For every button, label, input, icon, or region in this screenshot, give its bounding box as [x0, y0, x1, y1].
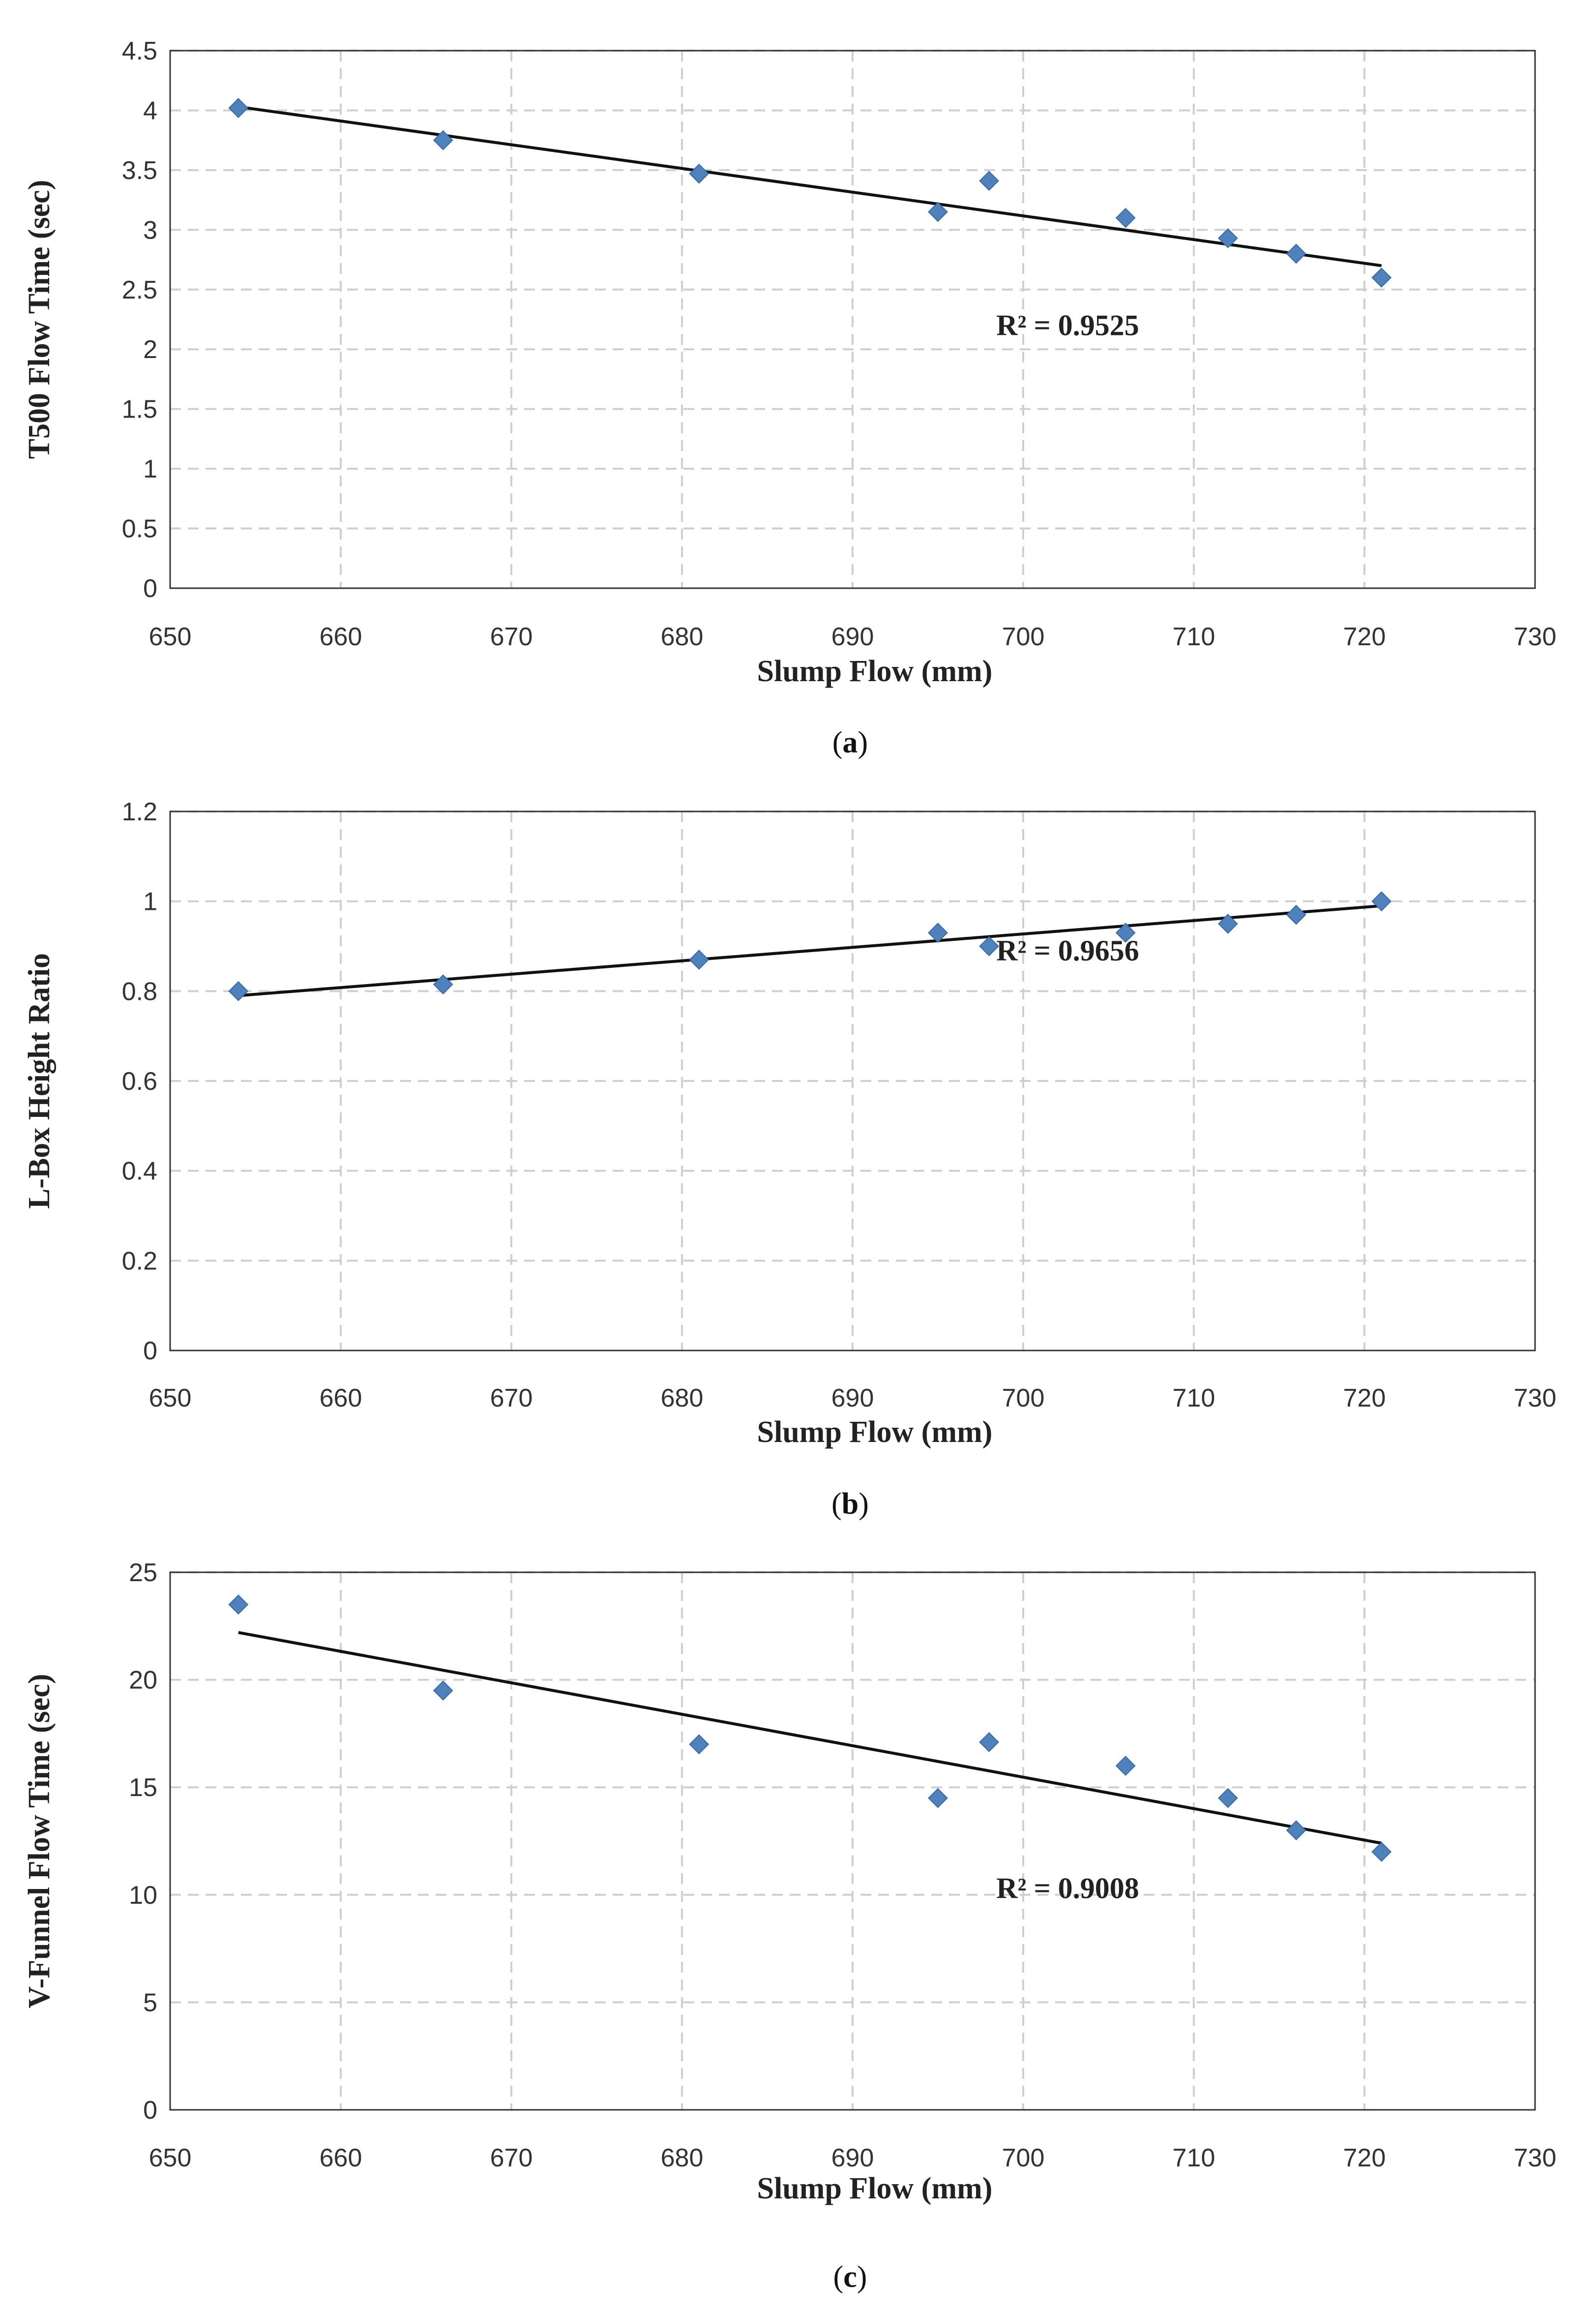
r-squared-label: R² = 0.9656 [996, 934, 1139, 967]
plot-area [169, 50, 1536, 589]
trendline [238, 105, 1382, 268]
trendline [238, 1631, 1382, 1845]
x-tick-label: 670 [490, 623, 533, 651]
data-point [928, 923, 948, 943]
data-point [689, 163, 709, 184]
data-point [433, 974, 453, 995]
chart-c: 0 5 10 15 20 25 650 660 670 680 690 700 710 720 730 Slu… [23, 1559, 1556, 2294]
y-tick-label: 0.2 [122, 1247, 157, 1275]
x-tick-label: 720 [1343, 1384, 1386, 1412]
data-point [228, 981, 249, 1001]
data-point [928, 1788, 948, 1808]
x-tick-label: 670 [490, 1384, 533, 1412]
x-tick-label: 690 [831, 1384, 874, 1412]
data-point [1115, 923, 1136, 943]
y-axis-title: T500 Flow Time (sec) [23, 180, 56, 459]
x-tick-label: 730 [1514, 623, 1557, 651]
y-tick-label: 0 [143, 2096, 157, 2125]
data-point [433, 130, 453, 150]
y-tick-label: 0.5 [122, 515, 157, 543]
x-tick-label: 650 [149, 2144, 192, 2172]
data-point [689, 949, 709, 970]
data-point [1115, 208, 1136, 228]
x-tick-label: 660 [320, 2144, 362, 2172]
data-point [1286, 243, 1306, 264]
panel-caption: (c) [833, 2260, 867, 2294]
y-tick-label: 20 [129, 1666, 157, 1695]
y-tick-label: 0 [143, 1337, 157, 1365]
x-tick-label: 710 [1173, 1384, 1215, 1412]
x-tick-label: 700 [1002, 623, 1045, 651]
panel-caption: (a) [832, 726, 868, 759]
data-point [1217, 228, 1238, 248]
x-tick-label: 650 [149, 1384, 192, 1412]
x-tick-label: 670 [490, 2144, 533, 2172]
data-point [1217, 1788, 1238, 1808]
y-tick-label: 4 [143, 96, 157, 125]
x-axis-title: Slump Flow (mm) [757, 2172, 993, 2205]
plot-area [169, 1571, 1536, 2111]
y-tick-label: 0.4 [122, 1157, 157, 1186]
y-tick-label: 4.5 [122, 37, 157, 65]
y-tick-label: 0.8 [122, 977, 157, 1006]
data-point [689, 1734, 709, 1755]
data-point [433, 1680, 453, 1701]
y-tick-label: 0 [143, 574, 157, 603]
data-point [1286, 1820, 1306, 1841]
data-point [1371, 1841, 1392, 1862]
x-tick-label: 680 [661, 623, 704, 651]
x-tick-label: 710 [1173, 2144, 1215, 2172]
data-point [979, 936, 1000, 957]
data-point [228, 98, 249, 119]
data-point [979, 171, 1000, 191]
chart-b: 0 0.2 0.4 0.6 0.8 1 1.2 650 660 670 680 690 700 710 72… [23, 798, 1556, 1521]
r-squared-label: R² = 0.9008 [996, 1872, 1139, 1905]
panel-caption: (b) [831, 1487, 869, 1521]
y-tick-label: 10 [129, 1881, 157, 1910]
y-tick-label: 1.5 [122, 395, 157, 424]
data-point [1115, 1756, 1136, 1776]
y-tick-label: 2 [143, 335, 157, 364]
trendline [238, 904, 1382, 997]
y-tick-label: 1 [143, 888, 157, 916]
y-axis-title: L-Box Height Ratio [23, 953, 56, 1209]
x-tick-label: 650 [149, 623, 192, 651]
y-tick-label: 3 [143, 216, 157, 244]
data-point [928, 202, 948, 222]
x-tick-label: 730 [1514, 1384, 1557, 1412]
x-tick-label: 660 [320, 1384, 362, 1412]
x-tick-label: 720 [1343, 2144, 1386, 2172]
x-tick-label: 680 [661, 2144, 704, 2172]
data-point [979, 1732, 1000, 1752]
data-point [1371, 268, 1392, 288]
y-tick-label: 1.2 [122, 798, 157, 826]
data-point [228, 1594, 249, 1615]
data-point [1286, 904, 1306, 925]
x-tick-label: 690 [831, 623, 874, 651]
x-tick-label: 710 [1173, 623, 1215, 651]
r-squared-label: R² = 0.9525 [996, 309, 1139, 342]
x-axis-title: Slump Flow (mm) [757, 1415, 993, 1449]
plot-area [169, 810, 1536, 1351]
data-point [1217, 913, 1238, 934]
x-tick-label: 680 [661, 1384, 704, 1412]
y-tick-label: 0.6 [122, 1067, 157, 1096]
x-tick-label: 700 [1002, 2144, 1045, 2172]
y-tick-label: 3.5 [122, 156, 157, 185]
y-tick-label: 15 [129, 1773, 157, 1802]
y-axis-title: V-Funnel Flow Time (sec) [23, 1674, 56, 2008]
y-tick-label: 2.5 [122, 276, 157, 304]
y-tick-label: 5 [143, 1988, 157, 2017]
x-tick-label: 660 [320, 623, 362, 651]
x-tick-label: 730 [1514, 2144, 1557, 2172]
x-tick-label: 690 [831, 2144, 874, 2172]
x-axis-title: Slump Flow (mm) [757, 655, 993, 688]
data-point [1371, 891, 1392, 912]
x-tick-label: 700 [1002, 1384, 1045, 1412]
chart-a: 0 0.5 1 1.5 2 2.5 3 3.5 4 4.5 650 660 670 680 690 700 71… [23, 37, 1556, 759]
y-tick-label: 1 [143, 455, 157, 483]
y-tick-label: 25 [129, 1559, 157, 1587]
x-tick-label: 720 [1343, 623, 1386, 651]
